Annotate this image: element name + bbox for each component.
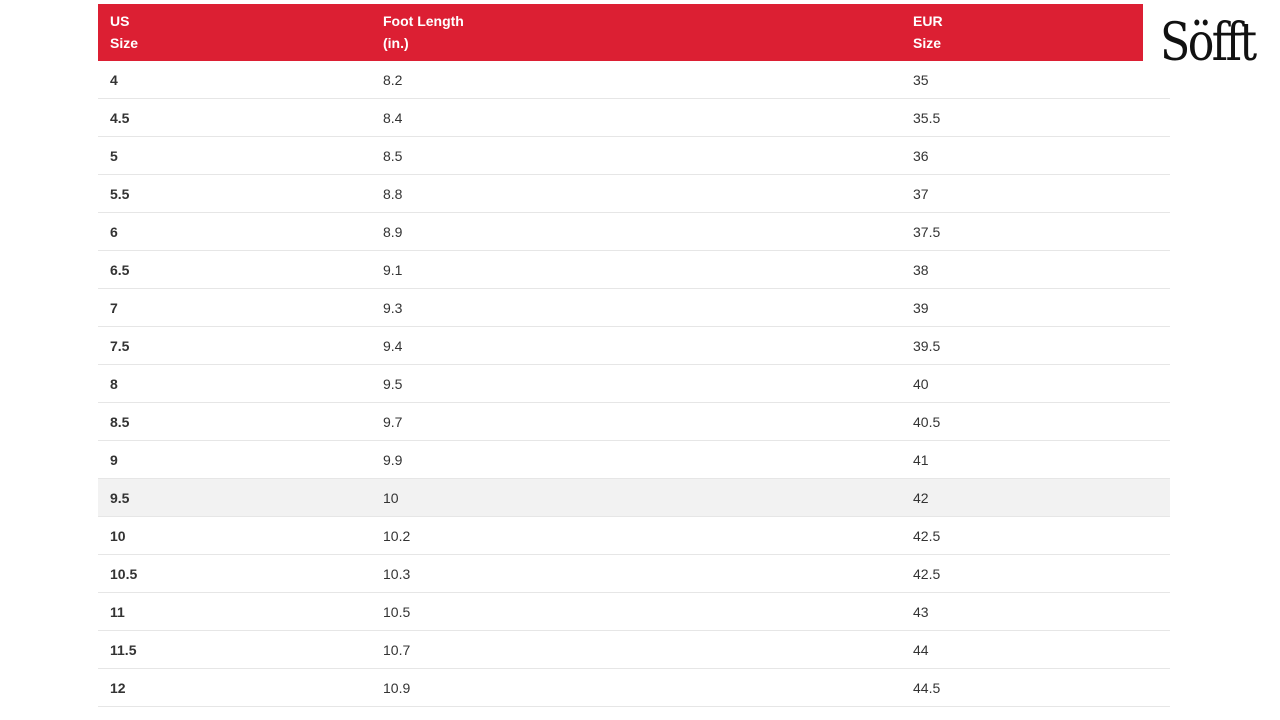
cell-us-size: 8 [110, 376, 118, 392]
table-row: 4.5 8.4 35.5 [98, 99, 1170, 137]
cell-foot-length: 8.2 [383, 72, 403, 88]
cell-foot-length: 9.4 [383, 338, 403, 354]
cell-foot-length: 9.9 [383, 452, 403, 468]
size-chart-table: US Size Foot Length (in.) EUR Size 4 8.2 35 4.… [98, 4, 1170, 707]
table-row: 9 9.9 41 [98, 441, 1170, 479]
cell-eur-size: 37 [913, 186, 929, 202]
table-row: 8.5 9.7 40.5 [98, 403, 1170, 441]
cell-eur-size: 35 [913, 72, 929, 88]
cell-eur-size: 39.5 [913, 338, 941, 354]
cell-us-size: 10.5 [110, 566, 138, 582]
table-row: 10.5 10.3 42.5 [98, 555, 1170, 593]
cell-foot-length: 9.1 [383, 262, 403, 278]
table-row: 5.5 8.8 37 [98, 175, 1170, 213]
cell-us-size: 6.5 [110, 262, 130, 278]
cell-us-size: 9.5 [110, 490, 130, 506]
cell-eur-size: 42.5 [913, 528, 941, 544]
cell-eur-size: 44.5 [913, 680, 941, 696]
table-header: US Size Foot Length (in.) EUR Size [98, 4, 1143, 61]
table-row: 10 10.2 42.5 [98, 517, 1170, 555]
cell-foot-length: 10.9 [383, 680, 411, 696]
table-row: 11 10.5 43 [98, 593, 1170, 631]
cell-foot-length: 10.3 [383, 566, 411, 582]
table-row: 11.5 10.7 44 [98, 631, 1170, 669]
cell-eur-size: 42 [913, 490, 929, 506]
header-foot-length: Foot Length (in.) [383, 13, 464, 51]
cell-eur-size: 43 [913, 604, 929, 620]
cell-eur-size: 38 [913, 262, 929, 278]
cell-foot-length: 10.2 [383, 528, 411, 544]
cell-eur-size: 41 [913, 452, 929, 468]
cell-foot-length: 8.9 [383, 224, 403, 240]
table-row: 7.5 9.4 39.5 [98, 327, 1170, 365]
cell-foot-length: 9.5 [383, 376, 403, 392]
table-row: 6 8.9 37.5 [98, 213, 1170, 251]
table-row: 12 10.9 44.5 [98, 669, 1170, 707]
table-row: 8 9.5 40 [98, 365, 1170, 403]
cell-us-size: 8.5 [110, 414, 130, 430]
cell-us-size: 12 [110, 680, 126, 696]
cell-us-size: 4 [110, 72, 118, 88]
header-eur-size: EUR Size [913, 13, 943, 51]
cell-us-size: 10 [110, 528, 126, 544]
cell-eur-size: 44 [913, 642, 929, 658]
table-row: 4 8.2 35 [98, 61, 1170, 99]
cell-foot-length: 9.7 [383, 414, 403, 430]
cell-us-size: 5 [110, 148, 118, 164]
cell-foot-length: 9.3 [383, 300, 403, 316]
table-row: 9.5 10 42 [98, 479, 1170, 517]
cell-eur-size: 37.5 [913, 224, 941, 240]
cell-us-size: 5.5 [110, 186, 130, 202]
cell-us-size: 11.5 [110, 642, 137, 658]
cell-eur-size: 35.5 [913, 110, 941, 126]
cell-eur-size: 42.5 [913, 566, 941, 582]
cell-us-size: 7.5 [110, 338, 130, 354]
cell-us-size: 4.5 [110, 110, 130, 126]
cell-foot-length: 8.8 [383, 186, 403, 202]
cell-us-size: 9 [110, 452, 118, 468]
cell-eur-size: 40 [913, 376, 929, 392]
cell-foot-length: 8.5 [383, 148, 403, 164]
soft-logo: Söfft [1160, 8, 1258, 78]
cell-eur-size: 40.5 [913, 414, 941, 430]
cell-us-size: 11 [110, 604, 125, 620]
cell-foot-length: 10.5 [383, 604, 411, 620]
cell-us-size: 7 [110, 300, 118, 316]
cell-us-size: 6 [110, 224, 118, 240]
header-us-size: US Size [110, 13, 139, 51]
table-row: 6.5 9.1 38 [98, 251, 1170, 289]
table-row: 7 9.3 39 [98, 289, 1170, 327]
cell-foot-length: 10.7 [383, 642, 411, 658]
cell-eur-size: 39 [913, 300, 929, 316]
cell-foot-length: 8.4 [383, 110, 403, 126]
cell-foot-length: 10 [383, 490, 399, 506]
cell-eur-size: 36 [913, 148, 929, 164]
table-row: 5 8.5 36 [98, 137, 1170, 175]
